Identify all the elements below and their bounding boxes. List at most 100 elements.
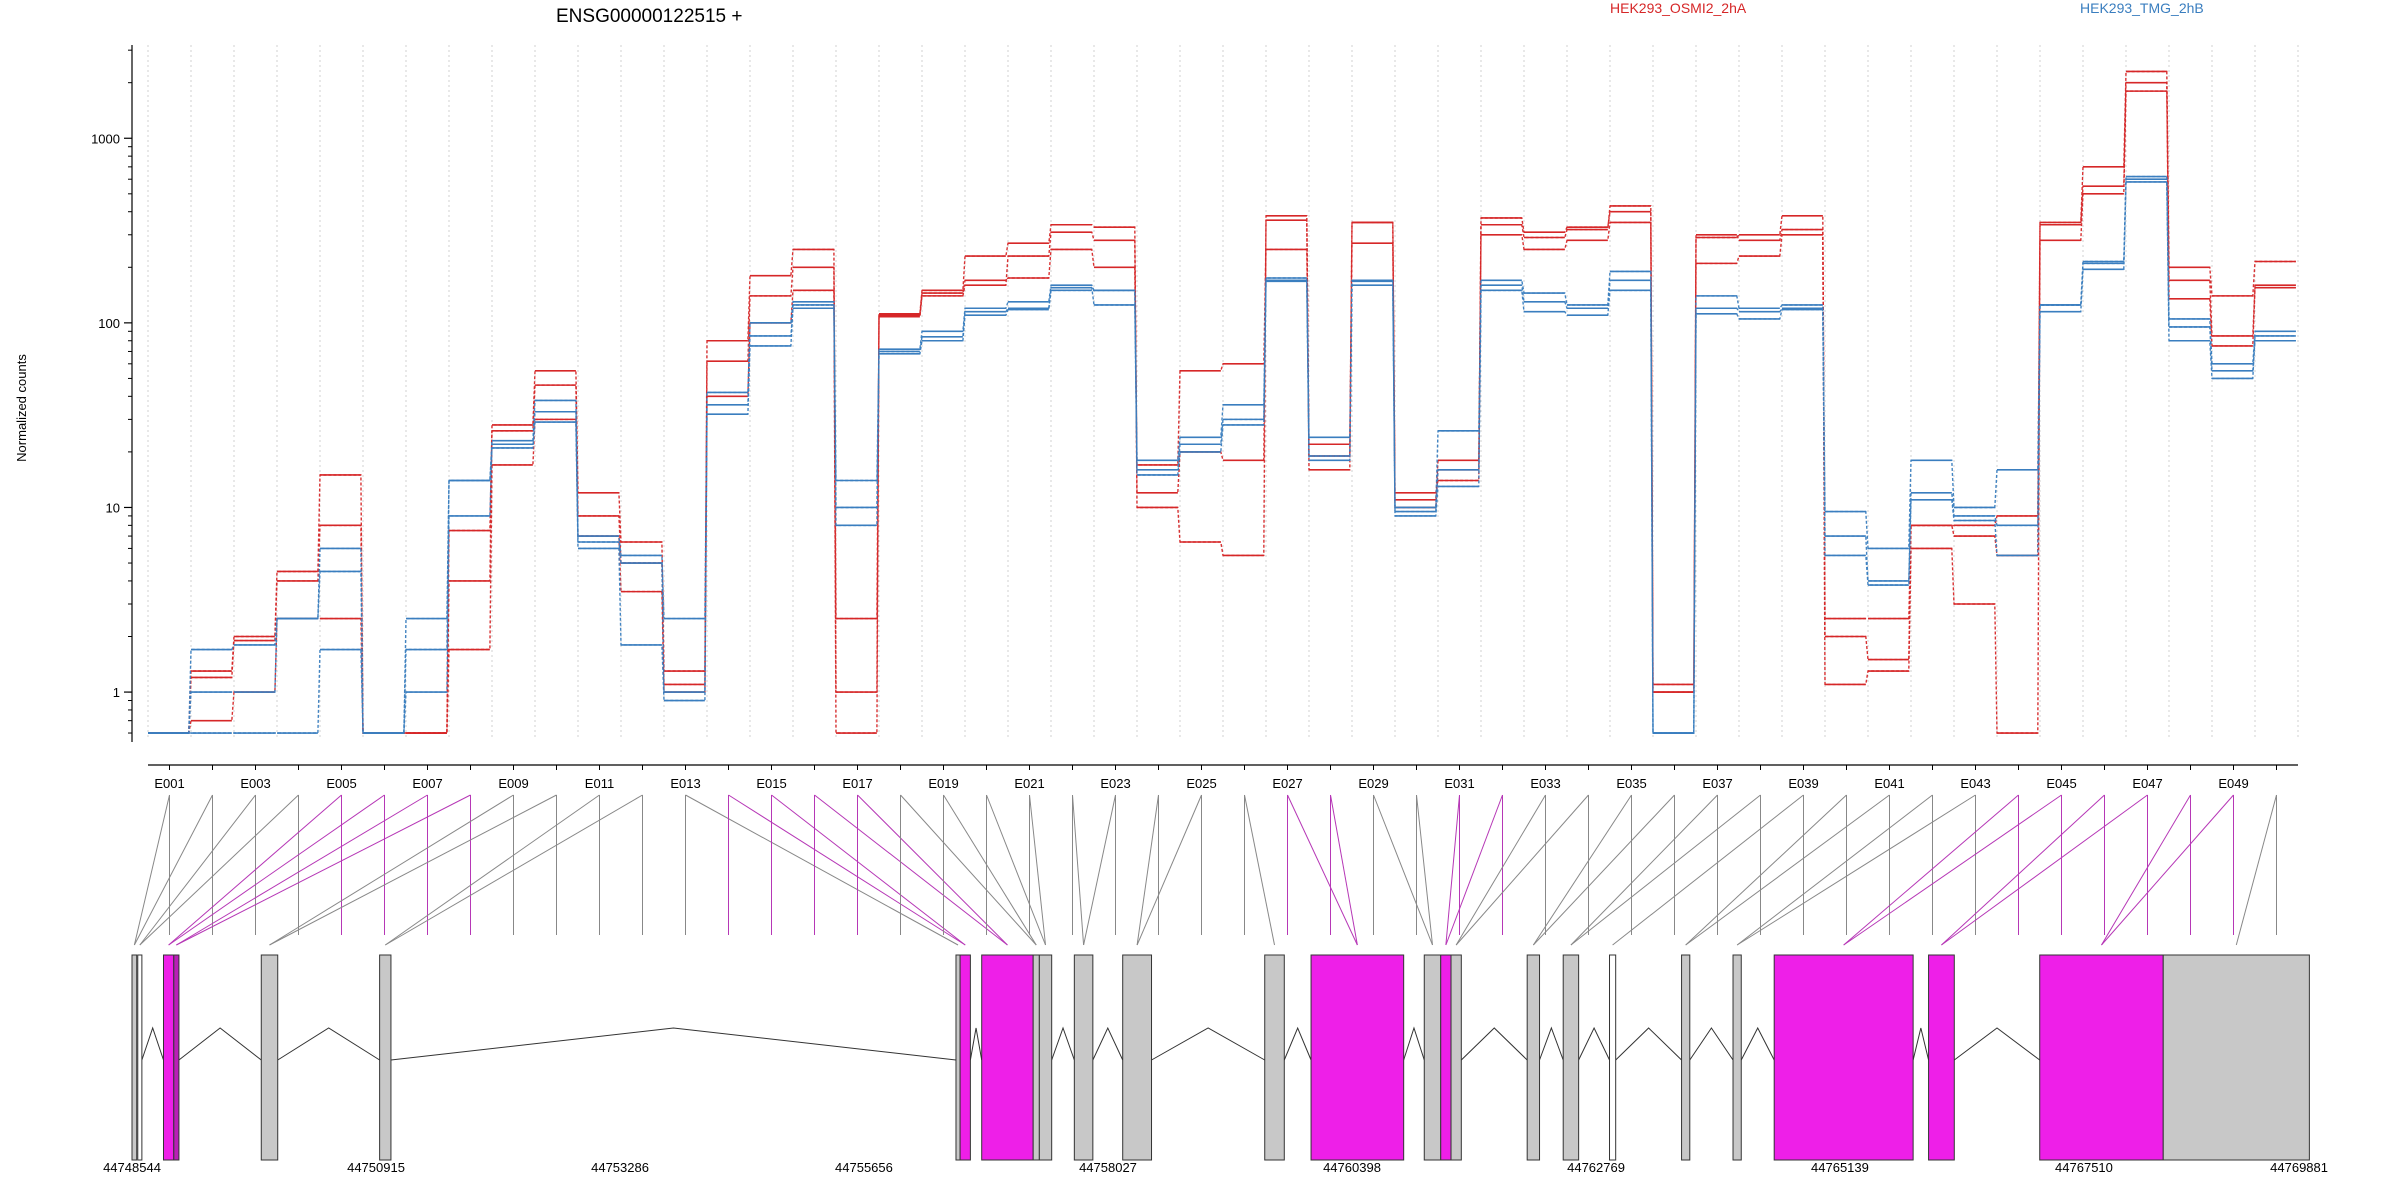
vertical-grid bbox=[147, 45, 2299, 740]
exon-label-e007: E007 bbox=[412, 776, 442, 791]
gene-model bbox=[131, 954, 2310, 1161]
coordinate-label: 44758027 bbox=[1079, 1160, 1137, 1175]
connector-line bbox=[986, 794, 1046, 946]
connector-line bbox=[1445, 794, 1503, 946]
y-axis: 1 10 100 1000 bbox=[91, 45, 133, 742]
intron-line bbox=[1403, 1026, 1425, 1061]
exon-block bbox=[1562, 954, 1580, 1161]
exon-block bbox=[1732, 954, 1742, 1161]
intron-line bbox=[1953, 1027, 2041, 1061]
intron-line bbox=[1283, 1026, 1312, 1061]
intron-line bbox=[141, 1026, 164, 1061]
connector-line bbox=[1072, 794, 1085, 946]
intron-line bbox=[390, 1027, 957, 1061]
exon-label-e009: E009 bbox=[498, 776, 528, 791]
coordinate-label: 44750915 bbox=[347, 1160, 405, 1175]
connector-line bbox=[943, 794, 1037, 946]
connector-line bbox=[1843, 794, 2019, 946]
connector-line bbox=[1612, 794, 1804, 946]
intron-line bbox=[1460, 1027, 1528, 1061]
genomic-coordinate-axis: 44748544 44750915 44753286 44755656 44758027… bbox=[103, 1160, 2328, 1175]
connector-line bbox=[1416, 794, 1433, 946]
connector-line bbox=[1083, 794, 1116, 946]
exon-label-e029: E029 bbox=[1358, 776, 1388, 791]
connector-line bbox=[1455, 794, 1546, 946]
exon-label-e005: E005 bbox=[326, 776, 356, 791]
exon-block bbox=[959, 954, 971, 1161]
exon-block bbox=[1122, 954, 1153, 1161]
intron-line bbox=[1689, 1027, 1734, 1061]
connector-line bbox=[1136, 794, 1159, 946]
connector-line bbox=[1736, 794, 1976, 946]
connector-line bbox=[139, 794, 256, 946]
exon-block bbox=[1609, 954, 1617, 1161]
exon-label-e041: E041 bbox=[1874, 776, 1904, 791]
intron-line bbox=[1051, 1026, 1075, 1061]
intron-line bbox=[1151, 1027, 1265, 1061]
exon-label-e025: E025 bbox=[1186, 776, 1216, 791]
series-line-2 bbox=[148, 90, 2296, 734]
intron-line bbox=[969, 1027, 983, 1061]
exon-label-e019: E019 bbox=[928, 776, 958, 791]
exon-block bbox=[1526, 954, 1541, 1161]
connector-line bbox=[2101, 794, 2191, 946]
connector-line bbox=[384, 794, 600, 946]
exon-block bbox=[2162, 954, 2310, 1161]
coordinate-label: 44755656 bbox=[835, 1160, 893, 1175]
connector-line bbox=[2235, 794, 2277, 946]
exon-block bbox=[1073, 954, 1094, 1161]
connector-line bbox=[1330, 794, 1358, 946]
legend-entry-tmg: HEK293_TMG_2hB bbox=[2080, 0, 2204, 16]
connector-line bbox=[1532, 794, 1675, 946]
coordinate-label: 44767510 bbox=[2055, 1160, 2113, 1175]
exon-block bbox=[1032, 954, 1040, 1161]
exon-label-e037: E037 bbox=[1702, 776, 1732, 791]
exon-block bbox=[1423, 954, 1442, 1161]
connector-line bbox=[1570, 794, 1761, 946]
exon-label-e023: E023 bbox=[1100, 776, 1130, 791]
connector-line bbox=[1136, 794, 1202, 946]
connector-line bbox=[1455, 794, 1589, 946]
coordinate-label: 44753286 bbox=[591, 1160, 649, 1175]
exon-label-e013: E013 bbox=[670, 776, 700, 791]
y-tick-label: 10 bbox=[106, 500, 120, 515]
connector-line bbox=[728, 794, 966, 946]
coordinate-label: 44748544 bbox=[103, 1160, 161, 1175]
connector-line bbox=[857, 794, 1008, 946]
intron-line bbox=[1578, 1026, 1610, 1061]
exon-label-e017: E017 bbox=[842, 776, 872, 791]
intron-line bbox=[1539, 1026, 1564, 1061]
exon-block bbox=[162, 954, 175, 1161]
connector-line bbox=[1445, 794, 1460, 946]
exon-label-e021: E021 bbox=[1014, 776, 1044, 791]
connector-line bbox=[139, 794, 299, 946]
connector-line bbox=[269, 794, 514, 946]
exon-label-e001: E001 bbox=[154, 776, 184, 791]
series-line-1 bbox=[148, 70, 2296, 734]
exon-block bbox=[1450, 954, 1462, 1161]
intron-line bbox=[1615, 1027, 1682, 1061]
connector-line bbox=[1685, 794, 1847, 946]
connector-line bbox=[269, 794, 557, 946]
connector-line bbox=[900, 794, 1037, 946]
intron-line bbox=[1740, 1026, 1775, 1061]
coordinate-label: 44760398 bbox=[1323, 1160, 1381, 1175]
connector-line bbox=[2101, 794, 2234, 946]
exon-block bbox=[173, 954, 180, 1161]
exon-label-e043: E043 bbox=[1960, 776, 1990, 791]
connector-line bbox=[1736, 794, 1933, 946]
exon-label-e003: E003 bbox=[240, 776, 270, 791]
intron-line bbox=[1912, 1027, 1930, 1061]
connector-line bbox=[1570, 794, 1718, 946]
y-tick-label: 100 bbox=[98, 316, 120, 331]
exon-label-e031: E031 bbox=[1444, 776, 1474, 791]
connector-line bbox=[1029, 794, 1047, 946]
connector-line bbox=[168, 794, 385, 946]
series-line-3 bbox=[148, 82, 2296, 734]
legend-entry-osmi2: HEK293_OSMI2_2hA bbox=[1610, 0, 1747, 16]
exon-block bbox=[981, 954, 1034, 1161]
connector-line bbox=[1287, 794, 1358, 946]
exon-block bbox=[1440, 954, 1452, 1161]
connector-line bbox=[176, 794, 471, 946]
